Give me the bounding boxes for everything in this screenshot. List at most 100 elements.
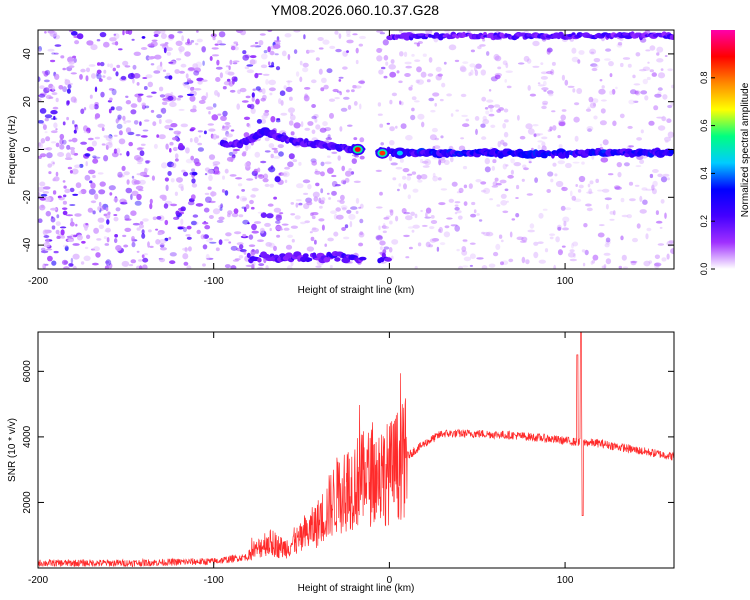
spectrogram-cell (471, 201, 476, 206)
spectrogram-cell (295, 202, 299, 208)
spectrogram-cell (55, 229, 60, 235)
y-tick-label: 20 (22, 96, 33, 108)
spectrogram-cell (230, 265, 237, 269)
spectrogram-cell (92, 210, 96, 215)
spectrogram-cell (290, 225, 298, 229)
spectrogram-cell (608, 61, 614, 67)
spectrogram-cell (377, 235, 382, 240)
spectrogram-cell (462, 61, 469, 64)
spectrogram-cell (254, 221, 262, 224)
spectrogram-cell (40, 153, 47, 158)
spectrogram-cell (583, 223, 588, 228)
spectrogram-cell (620, 197, 625, 203)
spectrogram-cell (239, 87, 247, 93)
spectrogram-cell (616, 162, 622, 168)
spectrogram-cell (55, 221, 61, 227)
spectrogram-cell (502, 163, 507, 170)
spectrogram-cell (507, 174, 514, 179)
spectrogram-cell (92, 262, 99, 266)
spectrogram-cell (139, 224, 144, 229)
spectrogram-cell (51, 52, 56, 55)
spectrogram-cell (100, 91, 105, 98)
spectrogram-cell (642, 78, 648, 85)
spectrogram-cell (311, 212, 319, 216)
spectrogram-cell (438, 202, 446, 206)
spectrogram-cell (251, 206, 255, 210)
spectrogram-cell (654, 93, 662, 98)
spectrogram-cell (307, 121, 314, 126)
spectrogram-cell (105, 207, 109, 212)
spectrogram-cell (54, 44, 62, 47)
spectrogram-cell (328, 98, 336, 102)
spectrogram-cell (263, 50, 268, 54)
spectrogram-cell (230, 45, 236, 51)
spectrogram-cell (376, 48, 382, 53)
spectrogram-cell (578, 175, 586, 183)
spectrogram-cell (667, 68, 673, 72)
spectrogram-cell (72, 243, 80, 246)
spectrogram-cell (555, 180, 564, 188)
spectrogram-cell (432, 146, 436, 150)
spectrogram-cell (462, 165, 468, 170)
spectrogram-cell (633, 100, 639, 104)
spectrogram-cell (618, 265, 622, 269)
spectrogram-cell (135, 185, 144, 190)
spectrogram-cell (617, 41, 623, 46)
spectrogram-cell (379, 123, 384, 128)
spectrogram-cell (164, 177, 169, 182)
spectrogram-cell (260, 97, 266, 102)
spectrogram-cell (153, 30, 161, 35)
spectrogram-cell (146, 95, 153, 98)
spectrogram-cell (314, 239, 317, 245)
spectrogram-cell (51, 260, 57, 266)
spectrogram-cell (192, 105, 197, 110)
spectrogram-cell (181, 169, 186, 173)
spectrogram-cell (456, 248, 460, 252)
spectrogram-cell (184, 246, 188, 253)
spectrogram-cell (86, 127, 91, 134)
spectrogram-cell (652, 180, 658, 187)
spectrogram-cell (176, 97, 181, 101)
spectrogram-cell (517, 62, 525, 65)
spectrogram-cell (274, 176, 281, 183)
spectrogram-cell (44, 117, 49, 122)
spectrogram-cell (380, 142, 385, 146)
spectrogram-cell (159, 61, 163, 67)
spectrogram-cell (39, 181, 46, 187)
spectrogram-cell (351, 89, 355, 93)
spectrogram-band-cell (285, 252, 293, 258)
spectrogram-cell (389, 209, 394, 213)
spectrogram-cell (542, 208, 548, 211)
spectrogram-cell (204, 192, 210, 195)
spectrogram-cell (353, 137, 358, 141)
spectrogram-cell (586, 207, 593, 212)
spectrogram-cell (598, 88, 606, 95)
spectrogram-cell (137, 93, 144, 96)
spectrogram-cell (411, 229, 415, 233)
spectrogram-cell (231, 76, 237, 82)
spectrogram-cell (544, 248, 549, 253)
spectrogram-cell (47, 48, 55, 52)
spectrogram-cell (448, 44, 457, 51)
spectrogram-cell (189, 138, 193, 143)
spectrogram-cell (109, 192, 113, 196)
spectrogram-cell (233, 208, 239, 214)
spectrogram-cell (268, 51, 276, 55)
spectrogram-cell (50, 141, 57, 144)
spectrogram-cell (346, 209, 352, 214)
snr-frame (37, 331, 675, 569)
spectrogram-cell (245, 264, 253, 267)
spectrogram-cell (573, 198, 582, 203)
spectrogram-cell (45, 136, 51, 142)
spectrogram-cell (315, 265, 322, 268)
spectrogram-cell (574, 102, 580, 106)
spectrogram-cell (134, 155, 141, 161)
spectrogram-cell (339, 199, 345, 204)
spectrogram-cell (190, 108, 197, 113)
spectrogram-cell (268, 242, 275, 248)
spectrogram-cell (351, 158, 357, 165)
spectrogram-cell (340, 194, 345, 201)
spectrogram-cell (355, 210, 359, 214)
spectrogram-cell (542, 102, 548, 106)
spectrogram-cell (193, 70, 200, 76)
